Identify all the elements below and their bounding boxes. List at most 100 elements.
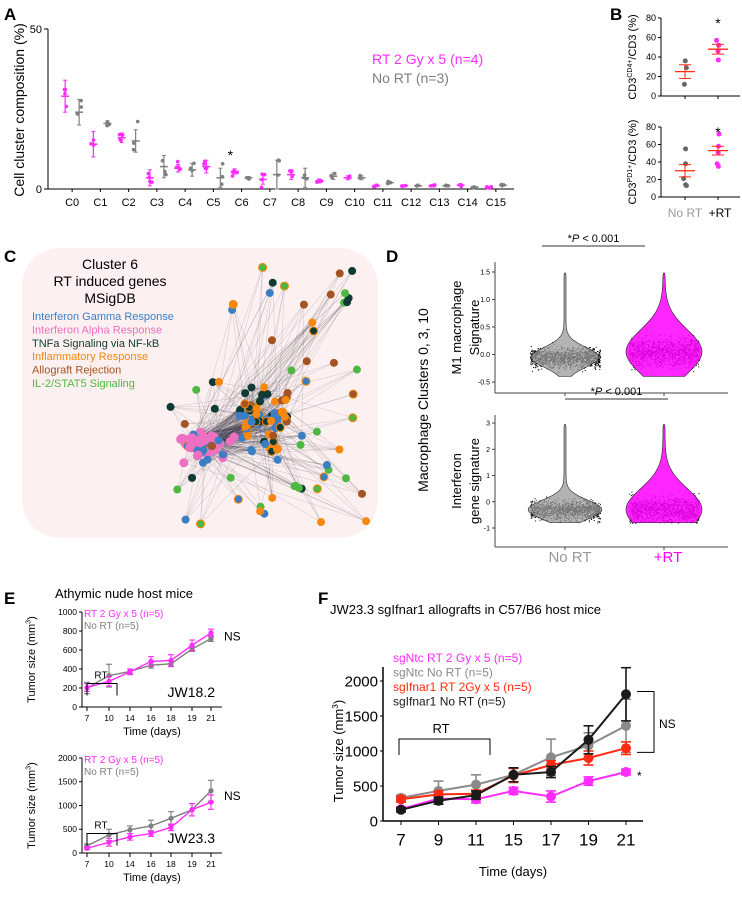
network-edge [218,282,274,444]
cell-dot [532,370,534,372]
data-point [715,57,721,63]
network-edge [263,418,273,498]
cell-dot [594,367,596,369]
cell-dot [530,352,532,354]
cell-dot [599,366,601,368]
network-title-line3: MSigDB [84,290,135,306]
cell-dot [530,350,532,352]
network-node [188,473,197,482]
cell-dot [599,503,601,505]
network-edge [255,294,331,422]
cell-dot [598,351,600,353]
cell-dot [530,517,532,519]
cell-dot [590,364,592,366]
data-point [202,162,206,166]
network-node [281,396,290,405]
data-point [175,159,180,164]
network-edge [256,294,331,409]
cell-dot [531,515,533,517]
network-node [256,507,265,516]
cell-dot [590,498,592,500]
x-tick-label: C1 [93,197,107,209]
cell-dot [531,349,533,351]
data-point [75,112,80,116]
network-node [335,445,344,454]
x-tick-label: C8 [291,197,305,209]
network-node [247,447,256,456]
network-edge [286,416,363,495]
network-edge [183,462,367,522]
cell-dot [531,515,533,517]
cell-dot [629,493,631,495]
cell-dot [534,350,536,352]
network-edge [201,302,345,435]
data-point [150,180,154,184]
x-tick-label: No RT [668,206,703,220]
cell-dot [534,367,536,369]
cell-dot [532,352,534,354]
cell-dot [537,366,539,368]
y-tick-label: 0 [651,91,656,101]
x-tick-label: C6 [235,197,249,209]
cell-dot [597,515,599,517]
network-node [268,278,277,287]
x-tick-label: C3 [150,197,164,209]
y-tick-label: 60 [646,140,656,150]
cell-dot [597,360,599,362]
cell-dot [536,365,538,367]
legend-entry: TNFa Signaling via NF-kB [32,338,159,350]
y-axis-label: CD3CD4+/CD3 (%) [627,14,639,99]
network-node [263,390,272,399]
cell-dot [534,351,536,353]
network-node [308,318,317,327]
cell-dot [534,502,536,504]
network-edge [214,322,313,437]
y-tick-label: 40 [646,52,656,62]
cell-dot [594,363,596,365]
data-point [716,42,722,48]
network-edge [212,443,300,489]
y-tick-label: 0 [486,499,490,506]
network-node [348,266,357,275]
x-tick-label: +RT [709,206,732,220]
cell-dot [531,353,533,355]
network-edge [191,273,340,449]
y-tick-label: 0.5 [480,325,490,332]
significance-star: * [715,124,721,140]
cell-dot [599,356,601,358]
y-tick-label: 2 [486,447,490,454]
legend-entry: No RT (n=3) [372,70,449,86]
network-edge [256,267,263,415]
y-tick-label: 20 [646,175,656,185]
cell-dot [530,346,532,348]
cell-dot [599,365,601,367]
y-tick-label: 1.0 [480,297,490,304]
cell-dot [598,361,600,363]
data-point [62,87,67,92]
cell-dot [531,502,533,504]
cell-dot [597,362,599,364]
cell-dot [598,358,600,360]
cell-dot [598,360,600,362]
network-edge [200,451,272,525]
network-edge [271,451,363,495]
network-edge [203,322,313,451]
network-edge [177,446,189,490]
data-point [220,161,225,166]
data-point [146,171,151,176]
network-node [299,300,308,309]
data-point [259,185,264,190]
panel-label-f: F [318,589,328,608]
network-edge [268,434,329,471]
network-node [180,419,189,428]
cell-dot [590,347,592,349]
network-edge [277,421,367,522]
network-node [208,378,217,387]
panel-label-c: C [4,247,16,266]
cell-dot [597,351,599,353]
cell-dot [537,348,539,350]
cell-dot [599,357,601,359]
network-edge [198,267,263,448]
network-node [352,365,361,374]
